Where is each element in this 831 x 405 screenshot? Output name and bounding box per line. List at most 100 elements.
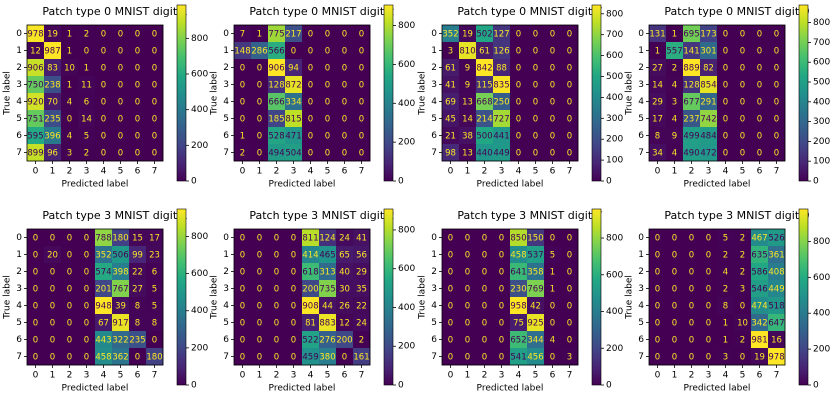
cell-label: 9 [465,64,470,74]
cell-label: 0 [135,132,140,142]
cell [336,348,354,366]
cell-label: 0 [33,251,38,261]
cell [666,297,684,315]
cell [61,246,79,264]
colorbar-tick-label: 200 [398,138,415,148]
cell-label: 522 [302,336,318,346]
cell-label: 126 [493,47,509,57]
cell-label: 458 [95,353,111,363]
cell-label: 0 [774,81,779,91]
cell-label: 0 [33,319,38,329]
cell-label: 0 [550,319,555,329]
cell [234,144,252,162]
cell [649,314,667,332]
cell [476,25,494,43]
cell [649,76,667,94]
cell-label: 6 [84,98,89,108]
cell-label: 0 [740,302,745,312]
cell [112,76,130,94]
cell [44,246,62,264]
colorbar-tick-label: 800 [606,9,623,19]
colorbar-tick-label: 0 [191,177,197,187]
cell [561,93,579,111]
cell-label: 29 [652,98,663,108]
x-tick-label: 1 [50,371,56,381]
cell-label: 0 [50,336,55,346]
cell-label: 978 [27,30,43,40]
cell [251,144,269,162]
cell [319,93,337,111]
cell-label: 313 [319,268,335,278]
cell-label: 0 [67,251,72,261]
cell [44,59,62,77]
cell-label: 0 [308,64,313,74]
cell-label: 2 [740,234,745,244]
cell-label: 0 [655,353,660,363]
cell-label: 398 [112,268,128,278]
y-tick-label: 0 [223,233,229,243]
cell [768,280,786,298]
x-tick-label: 5 [533,167,539,177]
cell-label: 0 [672,353,677,363]
cell [700,25,718,43]
cell [78,42,96,60]
colorbar-tick-label: 700 [606,30,623,40]
cell [510,348,528,366]
cell-label: 0 [325,81,330,91]
cell [493,348,511,366]
cell [61,331,79,349]
cell [234,348,252,366]
x-tick-label: 6 [550,371,556,381]
colorbar-tick-label: 300 [813,117,830,127]
y-tick-label: 4 [431,301,437,311]
colorbar-tick-label: 200 [606,135,623,145]
cell-label: 0 [550,234,555,244]
cell [751,263,769,281]
cell [61,314,79,332]
cell [129,42,147,60]
y-axis-label: True label [418,275,428,320]
cell-label: 0 [50,302,55,312]
cell [734,348,752,366]
cell [751,110,769,128]
cell-label: 0 [342,132,347,142]
cell-label: 618 [302,268,318,278]
cell [751,59,769,77]
cell-label: 0 [359,47,364,57]
cell-label: 286 [251,47,267,57]
cell-label: 0 [50,234,55,244]
cell [302,280,320,298]
cell-label: 0 [482,336,487,346]
cell-label: 0 [516,30,521,40]
cell-label: 38 [462,132,473,142]
cell-label: 0 [291,319,296,329]
cell-label: 70 [47,98,58,108]
cell [61,110,79,128]
cell [561,229,579,247]
axes-frame [648,24,786,162]
x-tick-label: 2 [274,167,280,177]
x-tick-label: 4 [516,371,522,381]
cell-label: 948 [95,302,111,312]
cell [129,297,147,315]
cell [510,297,528,315]
cell [510,110,528,128]
cell-label: 94 [288,64,299,74]
cell-label: 0 [550,132,555,142]
cell [319,59,337,77]
cell-label: 0 [257,319,262,329]
cell-label: 0 [257,336,262,346]
cell-label: 1 [240,132,245,142]
cell [751,348,769,366]
cell [768,59,786,77]
cell [78,59,96,77]
cell-label: 214 [476,115,492,125]
cell [459,297,477,315]
cell-label: 0 [567,98,572,108]
cell [336,263,354,281]
cell [353,93,371,111]
cell [146,127,164,145]
cell-label: 69 [445,98,456,108]
y-axis-label: True label [210,71,220,116]
